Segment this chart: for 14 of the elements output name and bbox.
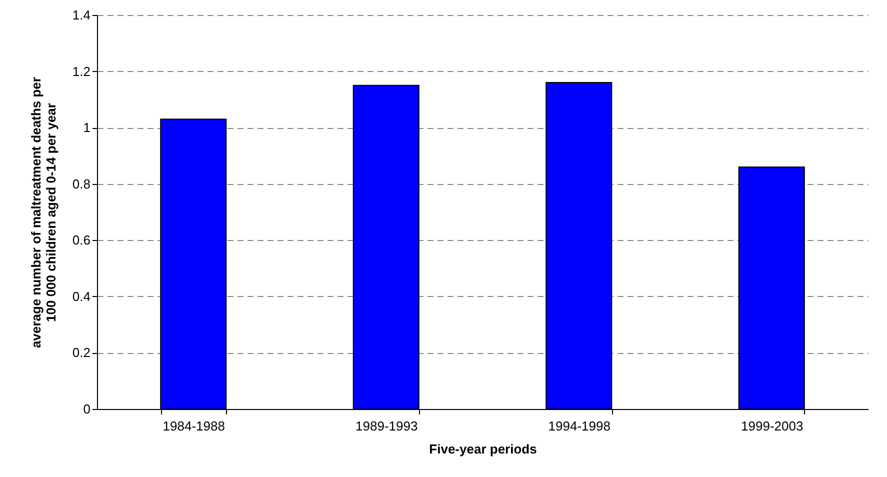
y-tick-label: 0.2 — [72, 345, 90, 360]
x-tick-label: 1989-1993 — [356, 418, 418, 434]
y-tick-label: 1.2 — [72, 64, 90, 79]
y-tick-label: 0.8 — [72, 176, 90, 192]
y-tick-label: 1.4 — [72, 8, 90, 22]
y-tick-label: 0 — [83, 402, 90, 416]
x-axis-title: Five-year periods — [429, 442, 537, 456]
y-tick-label: 0.4 — [72, 288, 90, 304]
y-axis-title: average number of maltreatment deaths per 100 000 children aged 0-14 per year — [28, 77, 58, 348]
y-tick-label: 0.6 — [72, 232, 90, 248]
x-tick-label: 1999-2003 — [741, 418, 804, 434]
x-tick-label: 1984-1988 — [162, 418, 225, 434]
x-tick-label: 1994-1998 — [548, 418, 610, 434]
y-tick-label: 1 — [83, 120, 90, 136]
